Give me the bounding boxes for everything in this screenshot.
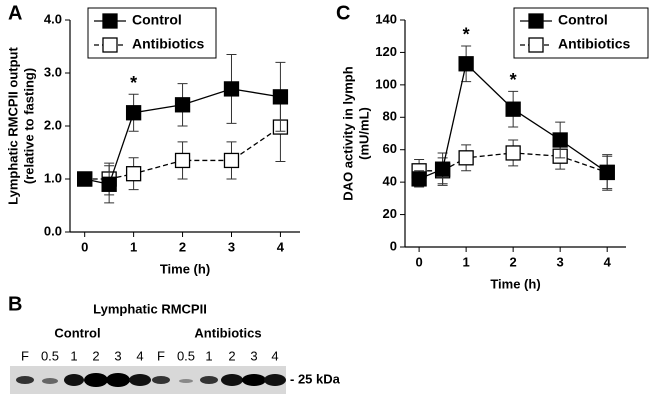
- x-tick-label: 3: [228, 239, 235, 254]
- band: [242, 374, 266, 386]
- marker: [223, 152, 240, 169]
- y-tick-label: 140: [375, 11, 397, 26]
- size-marker: - 25 kDa: [290, 371, 341, 386]
- y-tick-label: 0.0: [44, 223, 62, 238]
- legend: Control Antibiotics: [87, 7, 217, 59]
- marker: [223, 81, 240, 97]
- lane-label: 2: [92, 348, 99, 363]
- blot-image: [10, 366, 286, 394]
- series: [77, 53, 289, 204]
- y-tick-label: 100: [375, 76, 397, 91]
- annotation: *: [130, 73, 137, 93]
- panel-label: A: [8, 2, 22, 24]
- x-tick-label: 4: [604, 254, 612, 269]
- y-axis-label: (mU/mL): [356, 107, 371, 160]
- legend-label: Control: [132, 12, 182, 28]
- x-tick-label: 4: [277, 239, 285, 254]
- marker: [434, 161, 451, 177]
- marker: [125, 105, 142, 121]
- y-tick-label: 2.0: [44, 117, 62, 132]
- series: [411, 45, 615, 191]
- x-tick-label: 2: [179, 239, 186, 254]
- lane-label: 3: [114, 348, 121, 363]
- band: [264, 374, 286, 386]
- legend-marker: [528, 37, 544, 53]
- legend-marker: [102, 37, 118, 53]
- x-tick-label: 2: [510, 254, 517, 269]
- panel-label: C: [336, 2, 350, 24]
- band: [152, 376, 170, 384]
- band: [200, 376, 218, 384]
- marker: [174, 152, 191, 169]
- marker: [505, 145, 521, 161]
- blot-group-label: Antibiotics: [194, 325, 261, 340]
- marker: [411, 171, 427, 187]
- y-tick-label: 1.0: [44, 170, 62, 185]
- y-axis-label: (relative to fasting): [21, 68, 36, 184]
- marker: [599, 164, 615, 181]
- lane-label: 1: [205, 348, 212, 363]
- y-tick-label: 20: [383, 206, 397, 221]
- lane-label: 0.5: [41, 348, 59, 363]
- annotation: *: [510, 70, 517, 90]
- x-tick-label: 3: [557, 254, 564, 269]
- marker: [505, 101, 521, 117]
- y-tick-label: 120: [375, 44, 397, 59]
- annotation: *: [463, 25, 470, 45]
- y-tick-label: 3.0: [44, 64, 62, 79]
- lane-label: 0.5: [177, 348, 195, 363]
- legend-label: Control: [558, 12, 608, 28]
- band: [106, 373, 130, 387]
- y-axis-label: DAO activity in lymph: [340, 66, 355, 200]
- y-axis-label: Lymphatic RMCPII output: [5, 46, 20, 204]
- lane-label: 3: [250, 348, 257, 363]
- lane-label: 2: [228, 348, 235, 363]
- y-tick-label: 0: [390, 238, 397, 253]
- band: [221, 374, 243, 386]
- y-tick-label: 80: [383, 109, 397, 124]
- x-tick-label: 0: [81, 239, 88, 254]
- x-tick-label: 1: [463, 254, 470, 269]
- marker: [125, 166, 142, 182]
- legend-label: Antibiotics: [558, 36, 631, 52]
- blot-title: Lymphatic RMCPII: [93, 301, 207, 316]
- marker: [272, 89, 289, 105]
- marker: [458, 56, 474, 72]
- marker: [77, 171, 93, 187]
- band: [42, 378, 58, 384]
- y-tick-label: 60: [383, 141, 397, 156]
- band: [129, 374, 151, 386]
- marker: [174, 97, 191, 113]
- legend-marker: [102, 13, 118, 29]
- y-tick-label: 4.0: [44, 11, 62, 26]
- x-axis-label: Time (h): [160, 261, 210, 276]
- marker: [101, 176, 117, 192]
- band: [179, 379, 193, 383]
- lane-label: 4: [271, 348, 278, 363]
- lane-label: 4: [136, 348, 143, 363]
- blot-group-label: Control: [54, 325, 100, 340]
- x-tick-label: 0: [415, 254, 422, 269]
- band: [84, 373, 108, 387]
- marker: [552, 132, 568, 148]
- band: [16, 376, 34, 384]
- y-tick-label: 40: [383, 174, 397, 189]
- panel-label: B: [8, 293, 22, 315]
- legend: Control Antibiotics: [513, 7, 649, 59]
- lane-label: F: [21, 348, 29, 363]
- band: [64, 374, 84, 386]
- x-tick-label: 1: [130, 239, 137, 254]
- lane-label: F: [157, 348, 165, 363]
- legend-label: Antibiotics: [132, 36, 205, 52]
- lane-label: 1: [70, 348, 77, 363]
- x-axis-label: Time (h): [490, 276, 540, 291]
- marker: [458, 150, 474, 166]
- legend-marker: [528, 13, 544, 29]
